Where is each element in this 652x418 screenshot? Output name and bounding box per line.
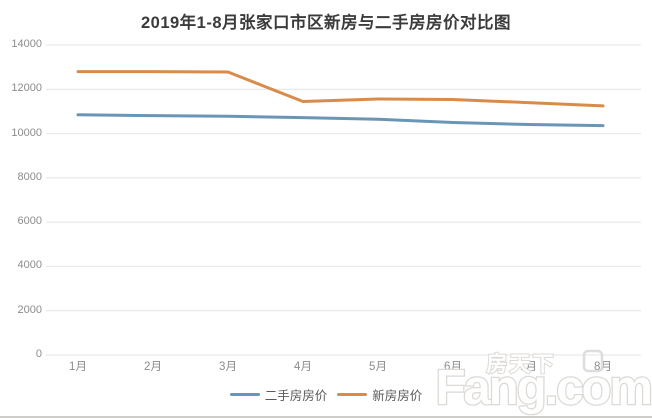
y-axis-tick-label: 8000 (17, 170, 42, 183)
legend-label-secondhand: 二手房房价 (264, 389, 328, 403)
x-axis-tick-label: 1月 (69, 361, 87, 373)
y-axis-tick-label: 14000 (11, 38, 42, 50)
y-axis-tick-label: 12000 (11, 82, 42, 95)
x-axis-tick-label: 5月 (369, 361, 387, 373)
y-axis-tick-label: 6000 (17, 215, 42, 228)
y-axis-tick-label: 0 (35, 348, 42, 360)
y-axis-tick-label: 10000 (11, 126, 42, 139)
series-line-secondhand (76, 113, 605, 128)
image-bottom-border (0, 416, 652, 418)
x-axis-tick-label: 7月 (519, 361, 537, 373)
x-axis-tick-label: 4月 (294, 361, 312, 373)
legend-label-new: 新房房价 (372, 389, 423, 403)
y-axis-tick-label: 4000 (17, 259, 42, 272)
x-axis-tick-label: 2月 (144, 361, 162, 373)
series-line-new (76, 70, 605, 108)
chart-legend: 二手房房价 新房房价 (0, 385, 652, 404)
x-axis-tick-label: 8月 (594, 361, 612, 373)
chart-title: 2019年1-8月张家口市区新房与二手房房价对比图 (140, 14, 512, 32)
legend-swatch-secondhand-line (229, 393, 260, 396)
legend-swatch-new-line (337, 393, 368, 396)
legend-item-new: 新房房价 (337, 385, 422, 404)
y-axis-tick-label: 2000 (17, 303, 42, 316)
legend-item-secondhand: 二手房房价 (229, 385, 328, 404)
x-axis-tick-label: 3月 (219, 361, 237, 373)
x-axis-tick-label: 6月 (444, 361, 462, 373)
